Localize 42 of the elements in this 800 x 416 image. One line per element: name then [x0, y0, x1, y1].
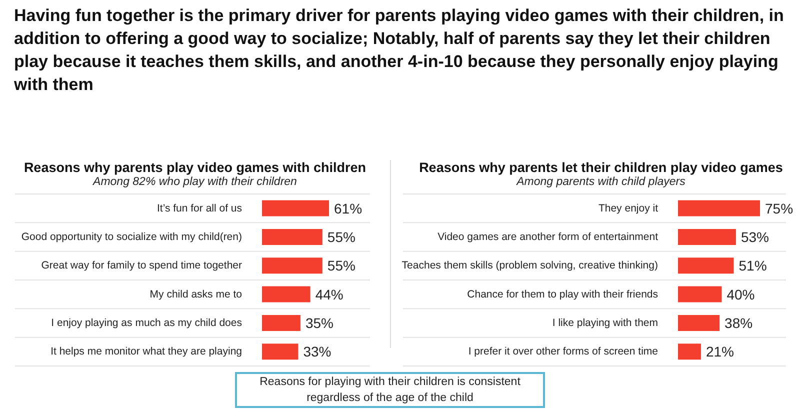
- y-tick-label: My child asks me to: [150, 288, 242, 300]
- y-tick-label: It helps me monitor what they are playing: [50, 346, 242, 358]
- y-tick-label: Teaches them skills (problem solving, creative thinking): [402, 260, 658, 272]
- data-label: 53%: [740, 228, 769, 245]
- bar: [262, 200, 329, 216]
- bar: [678, 228, 736, 245]
- y-tick-label: Great way for family to spend time together: [41, 260, 242, 272]
- y-tick-label: Chance for them to play with their friends: [467, 288, 658, 300]
- chart-title: Reasons why parents let their children play video games: [418, 160, 784, 175]
- text: Reasons for playing with their children is consistent regardless of the age of the child: [235, 372, 545, 408]
- bar: [262, 258, 322, 274]
- data-label: 21%: [706, 344, 734, 360]
- chart-subtitle: Among parents with child players: [515, 176, 686, 188]
- y-tick-label: It’s fun for all of us: [156, 202, 242, 214]
- bar: [678, 344, 701, 360]
- chart-subtitle: Among 82% who play with their children: [92, 176, 298, 188]
- bar: [262, 314, 300, 331]
- bar: [678, 286, 722, 302]
- data-label: 55%: [327, 258, 356, 274]
- bar: [678, 200, 760, 216]
- bar: [678, 314, 720, 331]
- y-tick-label: I like playing with them: [552, 317, 658, 329]
- y-tick-label: They enjoy it: [598, 202, 658, 214]
- data-label: 55%: [327, 228, 356, 245]
- bar: [262, 286, 310, 302]
- y-tick-label: I prefer it over other forms of screen time: [468, 346, 658, 358]
- data-label: 75%: [765, 200, 794, 216]
- y-tick-label: I enjoy playing as much as my child does: [51, 317, 242, 329]
- bar: [678, 258, 734, 274]
- chart-title: Reasons why parents play video games with children: [22, 160, 368, 175]
- data-label: 61%: [334, 200, 362, 216]
- data-label: 38%: [724, 314, 753, 331]
- data-label: 33%: [303, 344, 332, 360]
- data-label: 44%: [315, 286, 344, 302]
- data-label: 35%: [305, 314, 334, 331]
- bar: [262, 344, 298, 360]
- text: Having fun together is the primary driver for parents playing video games with their children, in addition to offering a good way to socialize; Notably, half of parents say they let their children play because it teaches them skills, and another 4-in-10 because they personally enjoy playing with them: [14, 5, 785, 96]
- y-tick-label: Video games are another form of entertainment: [438, 231, 658, 243]
- y-tick-label: Good opportunity to socialize with my child(ren): [21, 231, 242, 243]
- bar: [262, 228, 322, 245]
- data-label: 51%: [738, 258, 767, 274]
- data-label: 40%: [726, 286, 755, 302]
